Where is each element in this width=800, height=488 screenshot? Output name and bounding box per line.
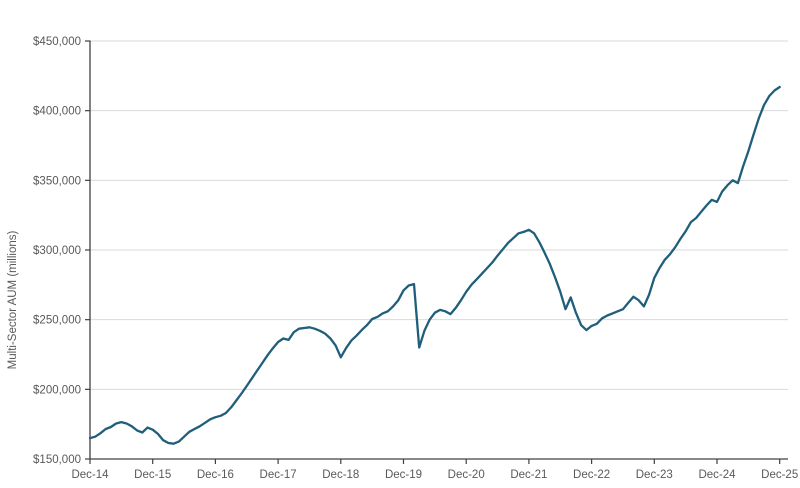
y-axis-title: Multi-Sector AUM (millions) <box>7 231 19 370</box>
y-tick-label: $350,000 <box>33 175 81 187</box>
y-tick-label: $300,000 <box>33 245 81 257</box>
x-tick-label: Dec-23 <box>636 469 673 481</box>
x-tick-label: Dec-21 <box>510 469 547 481</box>
x-tick-label: Dec-14 <box>71 469 109 481</box>
x-tick-label: Dec-22 <box>573 469 610 481</box>
y-tick-label: $450,000 <box>33 36 81 48</box>
y-tick-label: $250,000 <box>33 315 81 327</box>
x-tick-label: Dec-17 <box>260 469 297 481</box>
x-tick-label: Dec-15 <box>134 469 171 481</box>
aum-series-line <box>88 85 781 445</box>
x-tick-label: Dec-19 <box>385 469 422 481</box>
x-tick-label: Dec-16 <box>197 469 234 481</box>
x-tick-label: Dec-24 <box>698 469 736 481</box>
x-tick-label: Dec-20 <box>448 469 485 481</box>
y-tick-label: $200,000 <box>33 384 81 396</box>
y-tick-label: $400,000 <box>33 106 81 118</box>
y-tick-label: $150,000 <box>33 454 81 466</box>
x-tick-label: Dec-18 <box>322 469 359 481</box>
x-tick-label: Dec-25 <box>761 469 798 481</box>
